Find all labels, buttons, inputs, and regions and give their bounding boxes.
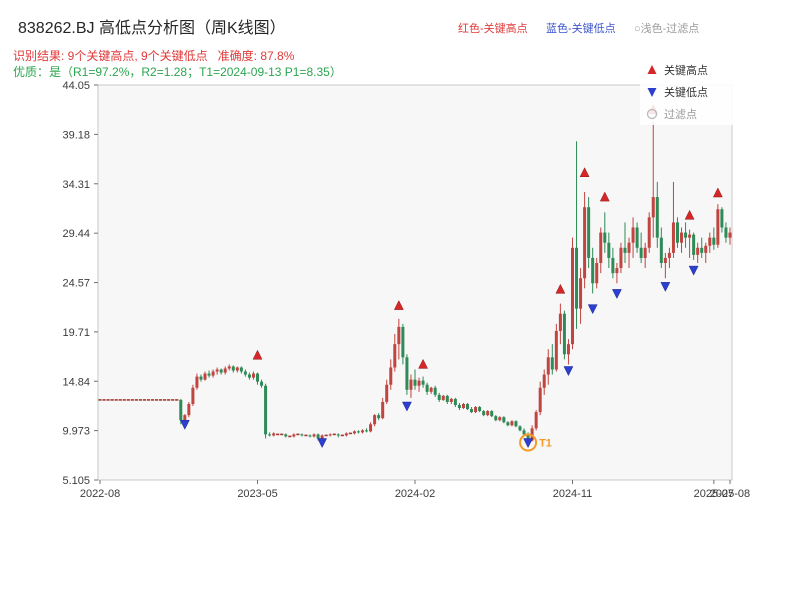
plot-legend-item-label: 关键高点 bbox=[664, 63, 708, 77]
page-title: 838262.BJ 高低点分析图（周K线图） bbox=[18, 20, 286, 37]
x-tick-label: 2023-05 bbox=[237, 488, 277, 500]
key-high-marker-icon bbox=[393, 300, 404, 310]
key-low-marker-icon bbox=[402, 401, 412, 412]
y-tick-label: 39.18 bbox=[62, 129, 90, 141]
x-tick-label: 2024-02 bbox=[395, 488, 435, 500]
candlesticks bbox=[98, 121, 732, 446]
key-high-marker-icon bbox=[418, 358, 428, 369]
key-low-marker-icon bbox=[660, 282, 671, 292]
y-tick-label: 5.105 bbox=[62, 475, 90, 487]
key-low-marker-icon bbox=[523, 438, 533, 449]
key-low-marker-icon bbox=[612, 289, 622, 299]
y-tick-label: 24.57 bbox=[62, 278, 90, 290]
key-high-marker-icon bbox=[555, 283, 566, 294]
legend-down-triangle-icon bbox=[647, 88, 657, 97]
key-low-marker-icon bbox=[688, 265, 699, 276]
x-axis: 2022-08 2023-05 2024-02 2024-11 2025-072025-… bbox=[80, 480, 750, 500]
legend-key-high-label: 红色-关键高点 bbox=[458, 23, 528, 35]
y-tick-label: 34.31 bbox=[62, 179, 90, 191]
quality-result-text: 优质：是（R1=97.2%，R2=1.28；T1=2024-09-13 P1=8… bbox=[13, 65, 342, 79]
key-low-marker-icon bbox=[179, 420, 190, 430]
t1-circle-icon bbox=[519, 433, 538, 452]
legend-filter-circle-icon bbox=[646, 108, 658, 120]
key-high-marker-icon bbox=[684, 209, 695, 220]
key-low-marker-icon bbox=[587, 304, 598, 315]
key-low-marker-icon bbox=[317, 438, 328, 449]
x-tick-label: 2022-08 bbox=[80, 488, 120, 500]
legend-filter-label: ○浅色-过滤点 bbox=[634, 23, 700, 35]
legend-key-low-label: 蓝色-关键低点 bbox=[546, 23, 616, 35]
y-tick-label: 19.71 bbox=[62, 327, 90, 339]
x-tick-label: 2024-11 bbox=[553, 488, 593, 500]
y-tick-label: 44.05 bbox=[62, 80, 90, 92]
x-tick-label: 2025-08 bbox=[710, 488, 750, 500]
recognition-result-text: 识别结果: 9个关键高点, 9个关键低点 准确度: 87.8% bbox=[13, 49, 295, 63]
plot-legend-item-label: 关键低点 bbox=[664, 85, 708, 99]
y-tick-label: 9.973 bbox=[62, 426, 90, 438]
plot-area bbox=[97, 84, 733, 481]
legend-up-triangle-icon bbox=[647, 65, 657, 74]
plot-legend-item-label: 过滤点 bbox=[664, 108, 697, 121]
y-axis: 44.05 39.18 34.31 29.44 24.57 19.71 14.84 9.973… bbox=[62, 80, 98, 487]
key-low-marker-icon bbox=[563, 366, 574, 377]
key-high-marker-icon bbox=[579, 167, 590, 177]
t1-label: T1 bbox=[539, 438, 552, 450]
key-high-marker-icon bbox=[599, 191, 610, 202]
x-tick-label: 2025-07 bbox=[694, 488, 734, 500]
key-high-marker-icon bbox=[712, 187, 723, 198]
y-tick-label: 14.84 bbox=[62, 376, 90, 388]
kline-chart: 44.05 39.18 34.31 29.44 24.57 19.71 14.84 9.973… bbox=[62, 57, 751, 500]
y-tick-label: 29.44 bbox=[62, 228, 90, 240]
key-high-marker-icon bbox=[252, 349, 263, 360]
